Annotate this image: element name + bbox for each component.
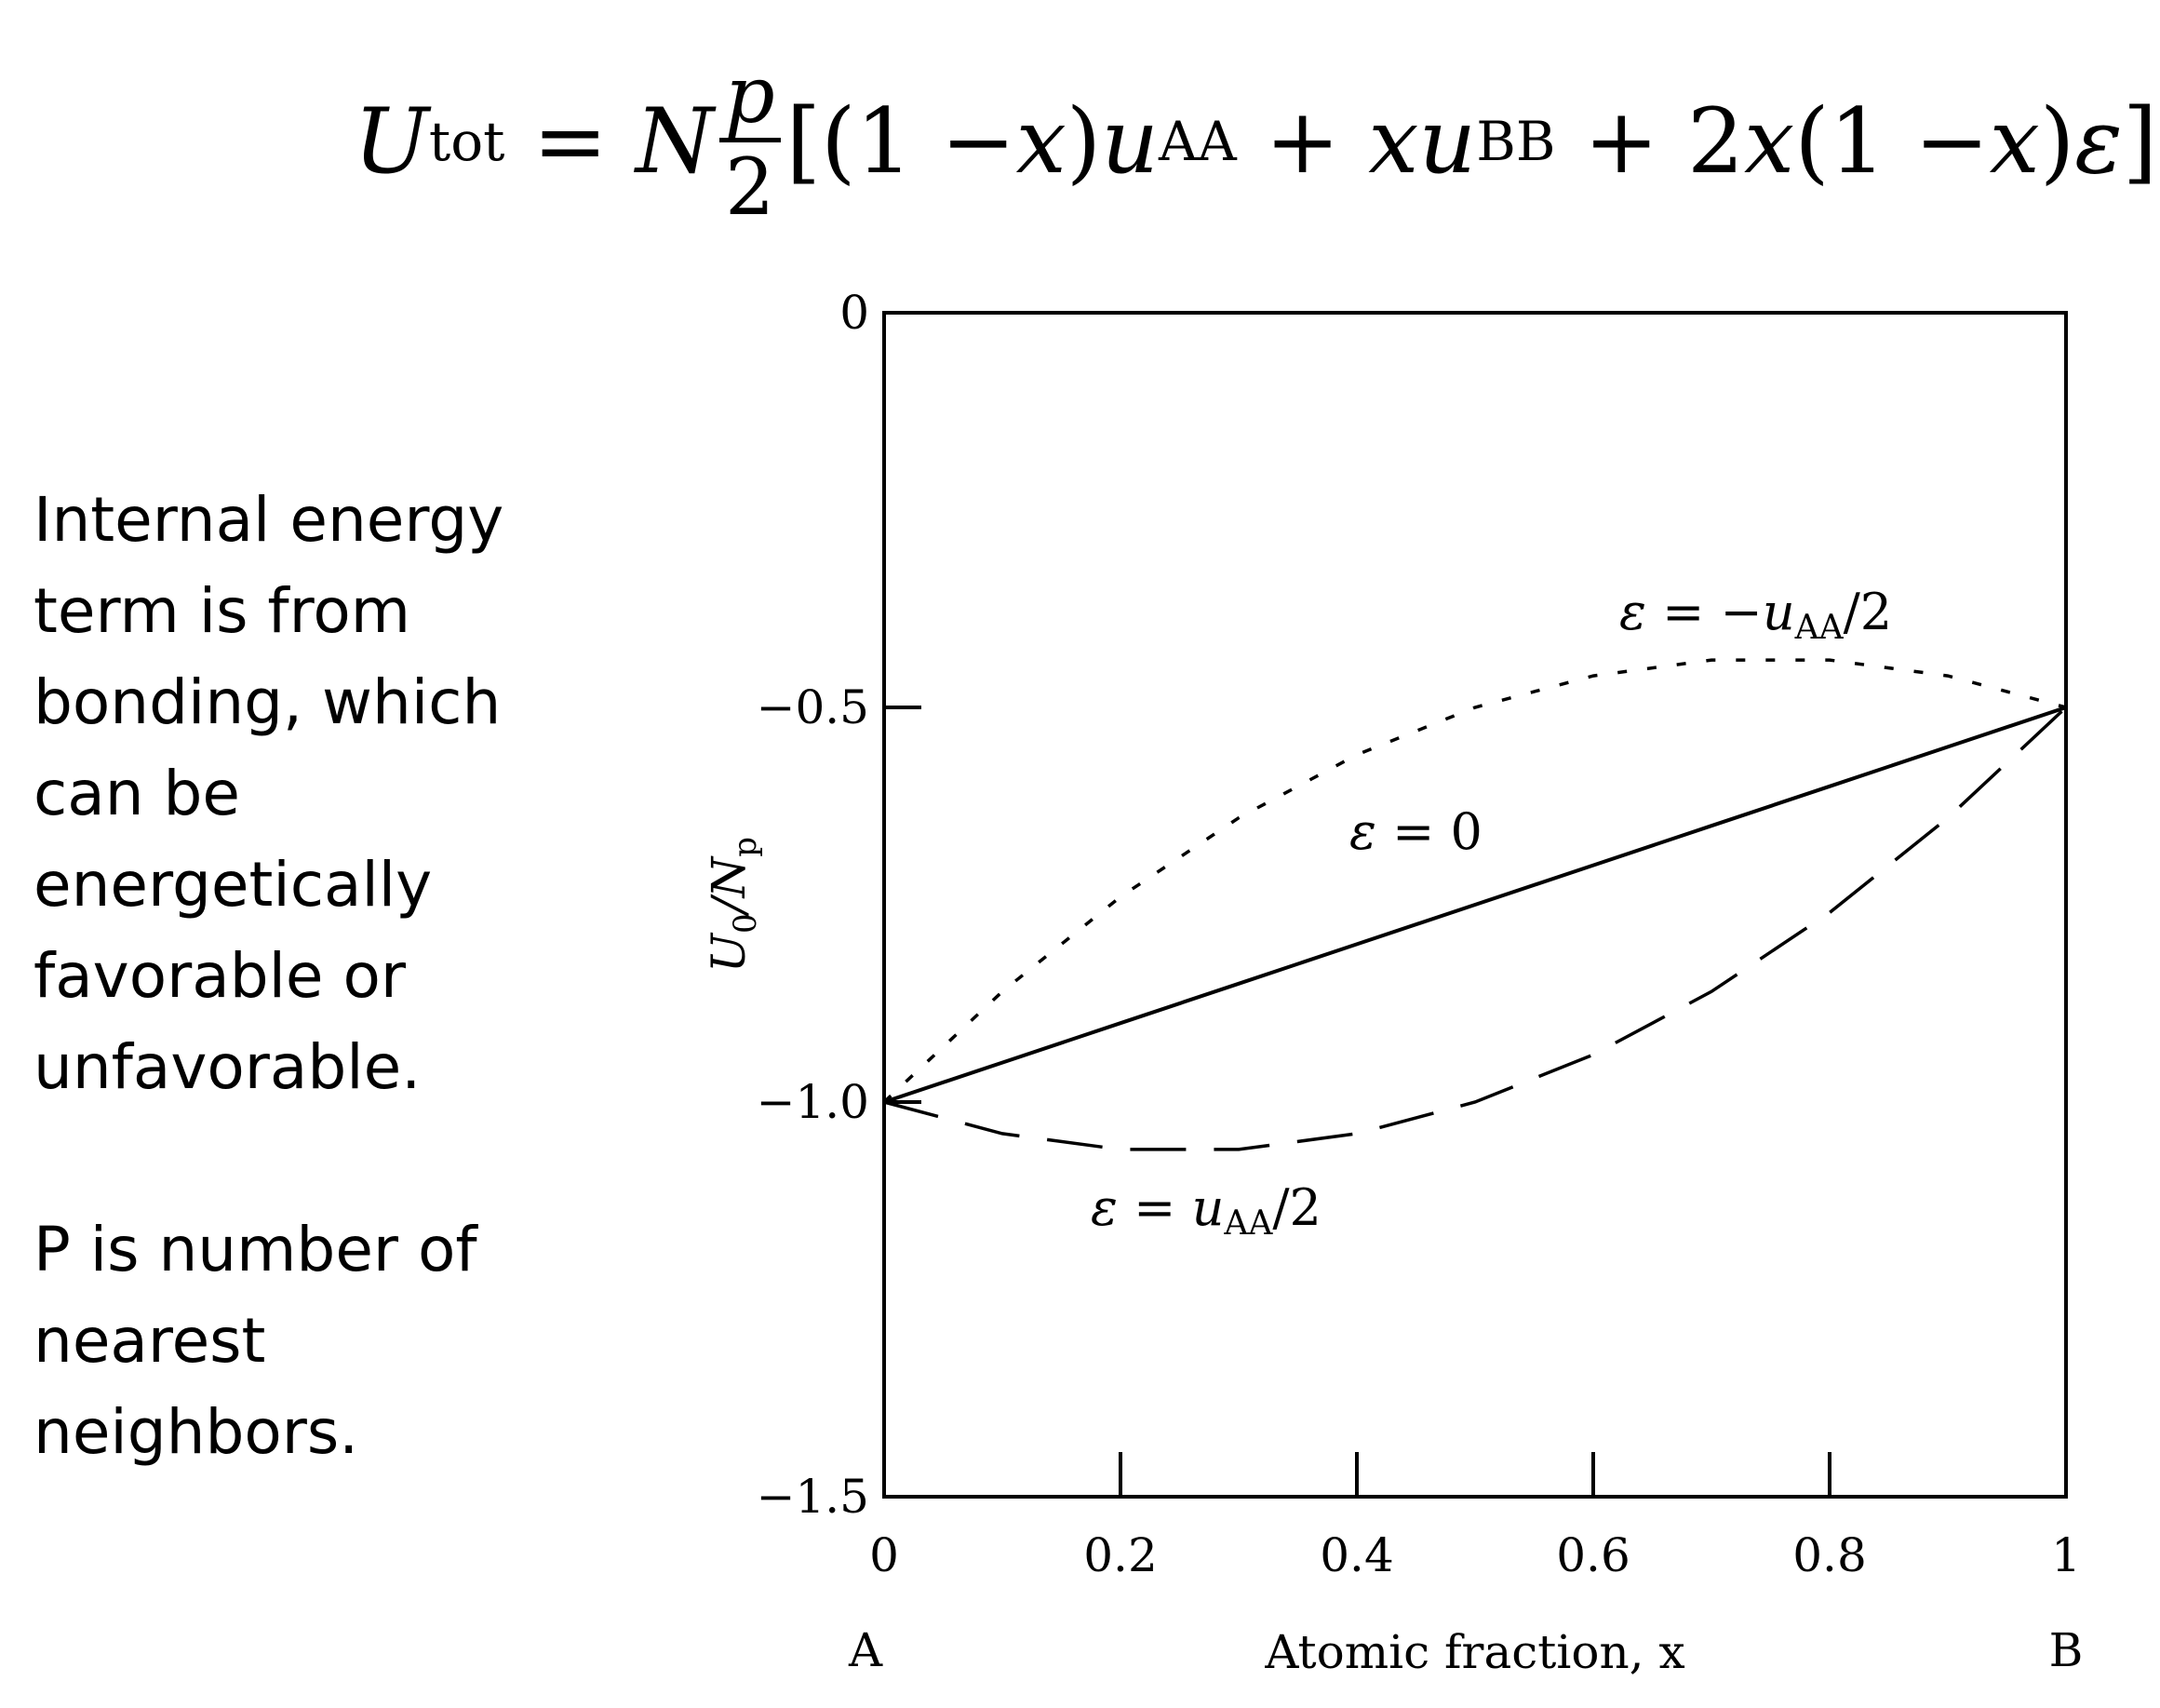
plot-frame xyxy=(882,311,2068,1499)
y-tick-label: −1.0 xyxy=(757,1075,869,1129)
formula-u2-sub: BB xyxy=(1476,109,1556,173)
formula-lhs-sub: tot xyxy=(428,109,505,173)
y-tick-label: −1.5 xyxy=(757,1470,869,1524)
series-label-1: ε = 0 xyxy=(1349,802,1482,861)
formula-x4: x xyxy=(1989,88,2040,194)
x-tick-label: 0.2 xyxy=(1083,1528,1158,1582)
side-text-paragraph-1: Internal energy term is from bonding, wh… xyxy=(34,484,504,1103)
formula-fraction-denominator: 2 xyxy=(725,141,775,233)
y-tick-label: −0.5 xyxy=(757,680,869,734)
formula-epsilon: ε xyxy=(2074,88,2123,194)
formula-plus1: + xyxy=(1236,88,1369,194)
formula-equals: = xyxy=(532,88,608,194)
formula-u1-sub: AA xyxy=(1159,109,1237,173)
formula-x3: x xyxy=(1744,88,1795,194)
y-axis-label-main: U xyxy=(702,932,756,973)
formula-plus2: + 2 xyxy=(1555,88,1745,194)
y-axis-ticks: 0 −0.5 −1.0 −1.5 xyxy=(757,286,921,1524)
formula-part3: (1 − xyxy=(1794,88,1990,194)
end-label-b: B xyxy=(2049,1623,2084,1677)
x-tick-label: 0.4 xyxy=(1320,1528,1394,1582)
formula-fraction: p 2 xyxy=(718,56,781,233)
formula-part4: ) xyxy=(2039,88,2075,194)
y-tick-label: 0 xyxy=(839,286,869,340)
formula-part2: ) xyxy=(1066,88,1102,194)
y-axis-label-mid: /N xyxy=(702,854,756,917)
y-axis-label-sub1: 0 xyxy=(727,913,764,934)
y-axis-label: U0/Np xyxy=(702,837,764,973)
series-label-2: ε = uAA/2 xyxy=(1091,1178,1321,1243)
formula-n: N xyxy=(635,88,714,194)
formula-u1: u xyxy=(1101,88,1160,194)
side-text-paragraph-2: P is number of nearest neighbors. xyxy=(34,1214,477,1468)
formula-bracket-open: [(1 − xyxy=(785,88,1016,194)
y-axis-label-sub2: p xyxy=(727,837,764,857)
formula-fraction-numerator: p xyxy=(718,56,781,142)
x-axis-ticks: 0 0.2 0.4 0.6 0.8 1 xyxy=(869,1452,2081,1582)
formula-lhs: U xyxy=(354,88,429,194)
formula-x2: x xyxy=(1368,88,1419,194)
x-axis-label: Atomic fraction, x xyxy=(1264,1625,1684,1679)
series-label-0: ε = −uAA/2 xyxy=(1619,583,1892,647)
series-line-1 xyxy=(883,706,2067,1104)
x-tick-label: 0.6 xyxy=(1556,1528,1630,1582)
x-tick-label: 0.8 xyxy=(1792,1528,1867,1582)
side-text: Internal energy term is from bonding, wh… xyxy=(34,475,555,1478)
formula-u2: u xyxy=(1418,88,1477,194)
x-tick-label: 0 xyxy=(869,1528,899,1582)
series-layer xyxy=(882,658,2068,1151)
formula-x1: x xyxy=(1015,88,1067,194)
x-tick-label: 1 xyxy=(2051,1528,2081,1582)
end-label-a: A xyxy=(848,1623,883,1677)
series-line-2 xyxy=(883,706,2068,1151)
series-line-0 xyxy=(882,658,2067,1104)
formula-bracket-close: ] xyxy=(2122,88,2158,194)
